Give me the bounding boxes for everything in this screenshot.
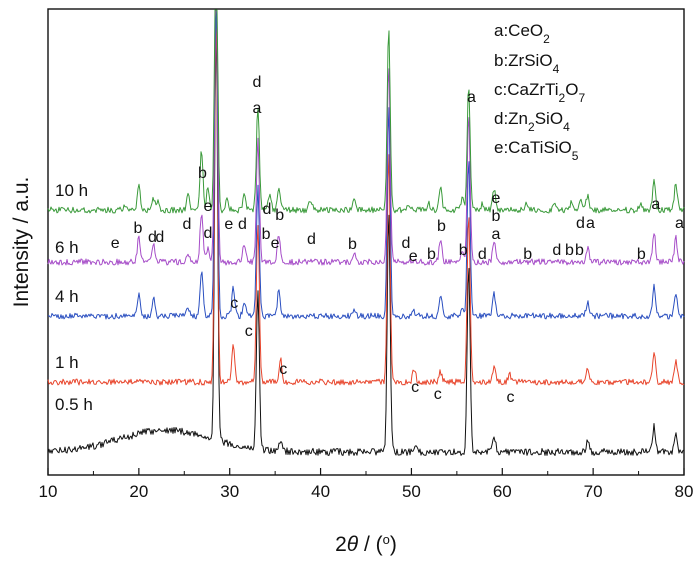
y-axis-label: Intensity / a.u. [10,177,33,308]
x-axis-ticks: 10 20 30 40 50 60 70 80 [39,468,694,501]
peak-label: c [230,295,238,312]
peak-label: b [437,218,446,235]
peak-label: b [348,236,357,253]
legend-entry: d:Zn2SiO4 [494,109,570,134]
peak-label: d [307,231,316,248]
series-line [47,9,685,214]
peak-label: b [523,246,532,263]
peak-label: b [262,226,271,243]
peak-label: c [507,389,515,406]
series-labels: 0.5 h 1 h 4 h 6 h 10 h [55,181,93,414]
series-label: 6 h [55,238,79,257]
peak-label: d [402,235,411,252]
peak-label: a [467,89,476,106]
legend-entry: c:CaZrTi2O7 [494,80,585,105]
series-line [47,9,685,386]
legend-entry: a:CeO2 [494,21,550,46]
peak-label: a [586,215,595,232]
peak-label: b [565,242,574,259]
series-label: 4 h [55,287,79,306]
peak-label: e [224,216,233,233]
peak-label: d [203,225,212,242]
peak-label: b [198,165,207,182]
peak-label: d [576,215,585,232]
peak-label: d [148,229,157,246]
series-label: 10 h [55,181,88,200]
series-line [47,13,684,456]
peak-label: d [238,216,247,233]
x-tick-label: 10 [39,482,58,501]
series-label: 0.5 h [55,395,93,414]
peak-label: e [203,198,212,215]
x-axis-label: 2θ / (o) [335,532,397,557]
legend-entry: e:CaTiSiO5 [494,138,579,163]
peak-label: b [575,242,584,259]
peak-label: b [491,208,500,225]
peak-annotations: aaaadbedbedddeddbbedbdebbbdebabdbbdabaac… [111,74,684,406]
peak-label: b [427,246,436,263]
peak-label: a [253,100,262,117]
series-layer [47,9,685,456]
peak-label: c [411,379,419,396]
series-label: 1 h [55,353,79,372]
peak-label: e [271,235,280,252]
peak-label: e [409,248,418,265]
x-tick-label: 70 [584,482,603,501]
peak-label: e [111,235,120,252]
series-line [47,9,685,320]
peak-label: b [459,242,468,259]
legend-entry: b:ZrSiO4 [494,51,560,76]
peak-label: a [491,226,500,243]
peak-label: a [675,215,684,232]
series-line [47,9,685,266]
x-tick-label: 50 [402,482,421,501]
peak-label: e [491,190,500,207]
peak-label: d [552,242,561,259]
x-tick-label: 80 [675,482,694,501]
peak-label: d [183,216,192,233]
x-tick-label: 30 [220,482,239,501]
plot-frame [47,8,685,476]
peak-label: b [637,246,646,263]
peak-label: d [155,229,164,246]
peak-label: d [478,246,487,263]
x-tick-label: 60 [493,482,512,501]
peak-label: b [133,220,142,237]
peak-label: a [651,196,660,213]
x-tick-label: 40 [311,482,330,501]
legend: a:CeO2 b:ZrSiO4 c:CaZrTi2O7 d:Zn2SiO4 e:CaTi… [494,21,585,163]
peak-label: d [263,201,272,218]
x-tick-label: 20 [129,482,148,501]
peak-label: c [434,386,442,403]
peak-label: c [279,361,287,378]
peak-label: b [275,207,284,224]
peak-label: c [245,323,253,340]
peak-label: d [253,74,262,91]
